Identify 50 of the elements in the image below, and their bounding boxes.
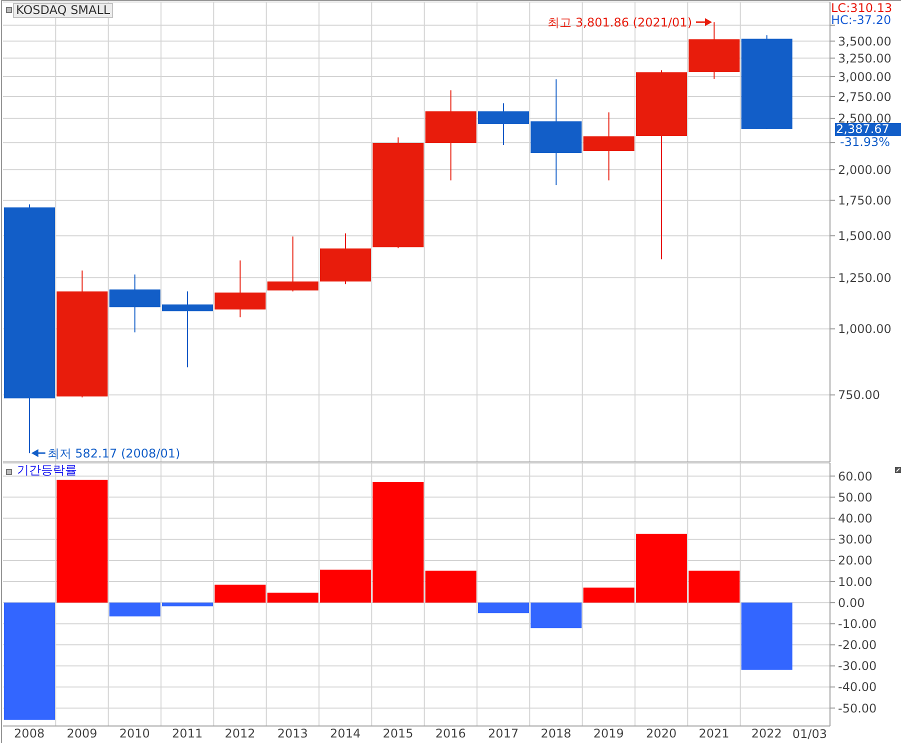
y-tick-label: 2,750.00 <box>838 90 892 104</box>
text: -31.93% <box>840 135 890 150</box>
chart-title: 기간등락률 <box>17 463 77 477</box>
annotation: 최고 3,801.86 (2021/01) <box>548 15 692 30</box>
y-tick-label: 1,000.00 <box>838 322 892 336</box>
bar <box>56 480 108 603</box>
x-tick-label: 2009 <box>66 726 98 741</box>
y-tick-label: -40.00 <box>838 680 877 694</box>
y-tick-label: 1,250.00 <box>838 270 892 285</box>
x-tick-label: 2021 <box>698 726 730 741</box>
y-tick-label: 1,500.00 <box>838 228 892 243</box>
y-tick-label: 40.00 <box>838 512 872 526</box>
y-tick-label: 10.00 <box>838 574 872 589</box>
x-tick-label: 2018 <box>540 726 572 741</box>
bar <box>425 570 476 603</box>
x-tick-label: 2008 <box>14 726 45 741</box>
x-tick-label: 2011 <box>172 726 203 741</box>
text: 01/03 <box>792 727 827 741</box>
x-tick-label: 2012 <box>224 726 256 741</box>
chart-title: KOSDAQ SMALL <box>13 3 114 18</box>
x-tick-label: 2010 <box>119 726 150 741</box>
y-tick-label: 50.00 <box>838 490 872 504</box>
y-tick-label: 3,000.00 <box>838 70 892 84</box>
x-tick-label: 2020 <box>646 726 677 741</box>
bar <box>4 602 55 720</box>
x-tick-label: 2022 <box>751 726 782 741</box>
y-tick-label: 3,250.00 <box>838 51 892 66</box>
text: HC:-37.20 <box>831 13 892 27</box>
y-tick-label: -30.00 <box>838 659 877 674</box>
bar <box>741 602 792 670</box>
bar <box>214 584 266 603</box>
x-tick-label: 2017 <box>488 726 519 741</box>
x-tick-label: 2015 <box>382 726 414 741</box>
x-tick-label: 2014 <box>330 726 361 741</box>
x-tick-label: 2013 <box>277 726 308 741</box>
y-tick-label: 0.00 <box>838 596 865 610</box>
y-tick-label: 1,750.00 <box>838 194 892 208</box>
y-tick-label: 20.00 <box>838 554 872 568</box>
y-tick-label: 60.00 <box>838 469 872 484</box>
y-tick-label: 3,500.00 <box>838 34 892 48</box>
x-tick-label: 2016 <box>435 726 466 741</box>
x-tick-label: 2019 <box>593 726 624 741</box>
text: LC:310.13 <box>831 1 892 15</box>
y-tick-label: -10.00 <box>838 616 877 631</box>
y-tick-label: -20.00 <box>838 638 877 652</box>
y-tick-label: 30.00 <box>838 532 872 547</box>
y-tick-label: -50.00 <box>838 701 877 716</box>
y-tick-label: 750.00 <box>838 388 880 402</box>
y-tick-label: 2,000.00 <box>838 162 892 177</box>
annotation: 최저 582.17 (2008/01) <box>47 446 180 460</box>
